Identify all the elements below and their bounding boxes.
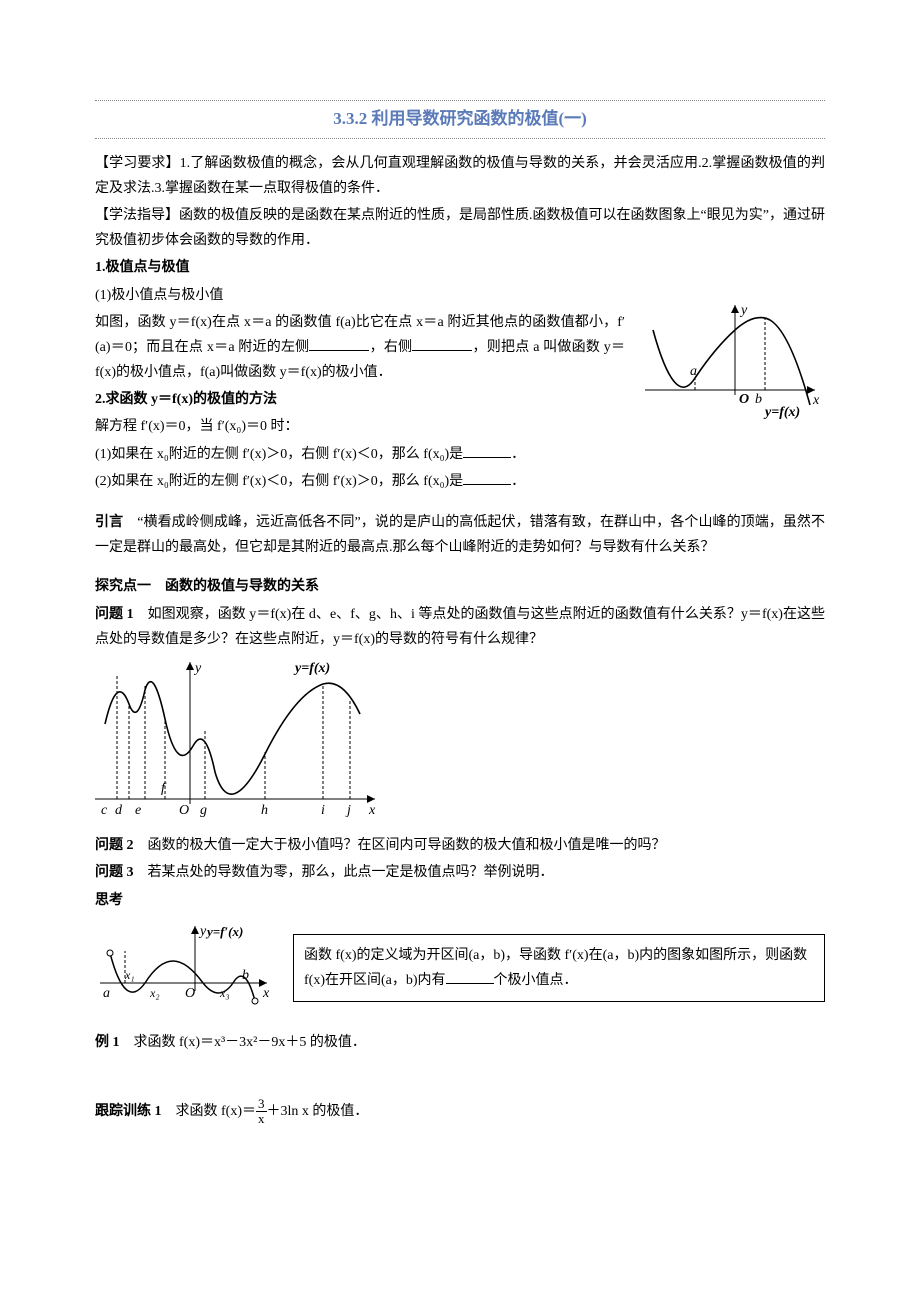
label-i: i — [321, 803, 325, 818]
question-2: 问题 2 函数的极大值一定大于极小值吗？在区间内可导函数的极大值和极小值是唯一的… — [95, 833, 825, 858]
practice-1: 跟踪训练 1 求函数 f(x)＝3x＋3ln x 的极值． — [95, 1097, 825, 1127]
intro-text: “横看成岭侧成峰，远近高低各不同”，说的是庐山的高低起伏，错落有致，在群山中，各… — [95, 515, 825, 555]
q1-text: 如图观察，函数 y＝f(x)在 d、e、f、g、h、i 等点处的函数值与这些点附… — [95, 607, 825, 647]
example-1: 例 1 求函数 f(x)＝x³－3x²－9x＋5 的极值． — [95, 1030, 825, 1055]
x-axis-label: x — [262, 986, 270, 1001]
q3-text: 若某点处的导数值为零，那么，此点一定是极值点吗？举例说明． — [148, 865, 554, 880]
frac-den: x — [256, 1112, 267, 1126]
p2c: (2)如果在 x₀附近的左侧 f′(x)＜0，右侧 f′(x)＞0，那么 f(x… — [95, 469, 825, 494]
ex1-text: 求函数 f(x)＝x³－3x²－9x＋5 的极值． — [134, 1035, 366, 1050]
x3-label: x₃ — [219, 986, 230, 1000]
b-label: b — [755, 392, 762, 407]
fx-label: y=f(x) — [293, 661, 330, 676]
pr1-text-1: 求函数 f(x)＝ — [176, 1104, 257, 1119]
req-label: 【学习要求】 — [95, 156, 180, 171]
y-axis-label: y — [193, 661, 202, 676]
think-row: x y O a x₁ x₂ x₃ b y=f′(x) 函数 f(x)的定义域为开… — [95, 921, 825, 1016]
p2b-2: ． — [511, 447, 525, 462]
p2b: (1)如果在 x₀附近的左侧 f′(x)＞0，右侧 f′(x)＜0，那么 f(x… — [95, 442, 825, 467]
q1-label: 问题 1 — [95, 607, 134, 622]
intro-para: 引言 “横看成岭侧成峰，远近高低各不同”，说的是庐山的高低起伏，错落有致，在群山… — [95, 510, 825, 560]
label-f: f — [161, 781, 167, 796]
fx-label: y=f(x) — [763, 405, 800, 420]
p1b-2: ，右侧 — [369, 340, 412, 355]
page-title: 3.3.2 利用导数研究函数的极值(一) — [95, 100, 825, 139]
blank-1 — [309, 350, 369, 351]
figure-derivative: x y O a x₁ x₂ x₃ b y=f′(x) — [95, 921, 275, 1016]
blank-3 — [463, 457, 511, 458]
blank-4 — [463, 484, 511, 485]
label-e: e — [135, 803, 141, 818]
frac-num: 3 — [256, 1097, 267, 1112]
spacer — [95, 1057, 825, 1097]
a-label: a — [690, 364, 697, 379]
pr1-label: 跟踪训练 1 — [95, 1104, 162, 1119]
b-label: b — [242, 968, 249, 983]
think-box: 函数 f(x)的定义域为开区间(a，b)，导函数 f′(x)在(a，b)内的图象… — [293, 934, 825, 1002]
p2c-2: ． — [511, 474, 525, 489]
label-c: c — [101, 803, 108, 818]
guide-label: 【学法指导】 — [95, 208, 179, 223]
y-axis-label: y — [739, 303, 748, 318]
requirements-para: 【学习要求】1.了解函数极值的概念，会从几何直观理解函数的极值与导数的关系，并会… — [95, 151, 825, 201]
fx-label: y=f′(x) — [205, 924, 243, 939]
label-g: g — [200, 803, 207, 818]
x2-label: x₂ — [149, 986, 160, 1000]
think-label: 思考 — [95, 888, 825, 913]
req-text: 1.了解函数极值的概念，会从几何直观理解函数的极值与导数的关系，并会灵活应用.2… — [95, 156, 825, 196]
origin-label: O — [739, 392, 749, 407]
question-3: 问题 3 若某点处的导数值为零，那么，此点一定是极值点吗？举例说明． — [95, 860, 825, 885]
y-axis-label: y — [198, 924, 207, 939]
origin-label: O — [179, 803, 189, 818]
label-d: d — [115, 803, 123, 818]
p2b-1: (1)如果在 x₀附近的左侧 f′(x)＞0，右侧 f′(x)＜0，那么 f(x… — [95, 447, 463, 462]
q2-label: 问题 2 — [95, 838, 134, 853]
guide-text: 函数的极值反映的是函数在某点附近的性质，是局部性质.函数极值可以在函数图象上“眼… — [95, 208, 825, 248]
pr1-text-2: ＋3ln x 的极值． — [267, 1104, 369, 1119]
section-1-label: 探究点一 函数的极值与导数的关系 — [95, 574, 825, 599]
figure-curve-ab: x y O a b y=f(x) — [635, 300, 825, 420]
think-text-2: 个极小值点． — [494, 973, 578, 988]
x1-label: x₁ — [124, 968, 135, 982]
label-h: h — [261, 803, 268, 818]
ex1-label: 例 1 — [95, 1035, 120, 1050]
question-1: 问题 1 如图观察，函数 y＝f(x)在 d、e、f、g、h、i 等点处的函数值… — [95, 602, 825, 652]
heading-1: 1.极值点与极值 — [95, 255, 825, 280]
a-label: a — [103, 986, 110, 1001]
x-axis-label: x — [812, 393, 820, 408]
title-text: 3.3.2 利用导数研究函数的极值(一) — [333, 109, 587, 128]
blank-2 — [412, 350, 472, 351]
guide-para: 【学法指导】函数的极值反映的是函数在某点附近的性质，是局部性质.函数极值可以在函… — [95, 203, 825, 253]
intro-label: 引言 — [95, 515, 123, 530]
q2-text: 函数的极大值一定大于极小值吗？在区间内可导函数的极大值和极小值是唯一的吗？ — [148, 838, 666, 853]
origin-label: O — [185, 986, 195, 1001]
blank-5 — [446, 983, 494, 984]
x-axis-label: x — [368, 803, 376, 818]
q3-label: 问题 3 — [95, 865, 134, 880]
p2c-1: (2)如果在 x₀附近的左侧 f′(x)＜0，右侧 f′(x)＞0，那么 f(x… — [95, 474, 463, 489]
fraction-3x: 3x — [256, 1097, 267, 1127]
figure-multi-peak: x y O c d e f g h i j y=f(x) — [95, 654, 385, 824]
label-j: j — [345, 803, 351, 818]
